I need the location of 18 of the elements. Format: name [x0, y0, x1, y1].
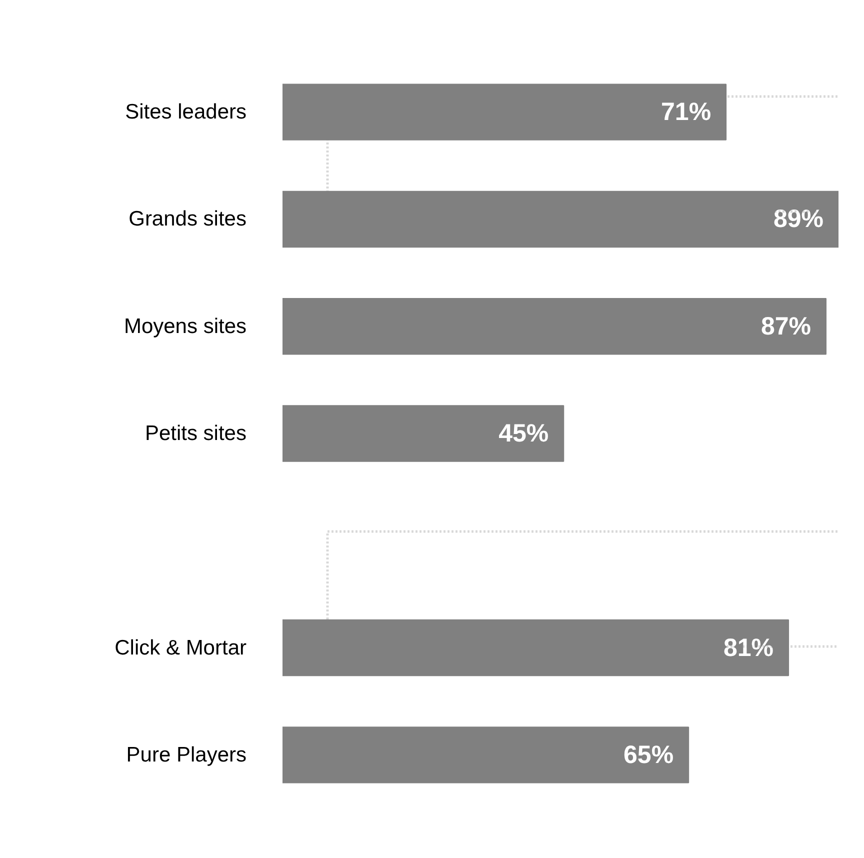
data-label: 71%	[661, 98, 712, 126]
y-tick-label: Pure Players	[126, 743, 246, 766]
y-tick-label: Petits sites	[144, 422, 247, 445]
y-tick-label: Moyens sites	[124, 314, 246, 338]
data-label: 45%	[498, 420, 549, 448]
y-tick-label: Sites leaders	[125, 100, 247, 124]
y-tick-label: Grands sites	[128, 208, 247, 231]
y-tick-label: Click & Mortar	[114, 636, 247, 660]
bar	[282, 84, 727, 140]
bar	[282, 726, 690, 784]
bar	[282, 190, 838, 248]
bar	[282, 405, 564, 462]
bar	[282, 298, 827, 355]
data-label: 81%	[723, 634, 774, 662]
data-label: 65%	[624, 740, 674, 769]
data-label: 87%	[760, 312, 812, 340]
bar	[282, 619, 790, 676]
data-label: 89%	[773, 205, 824, 234]
